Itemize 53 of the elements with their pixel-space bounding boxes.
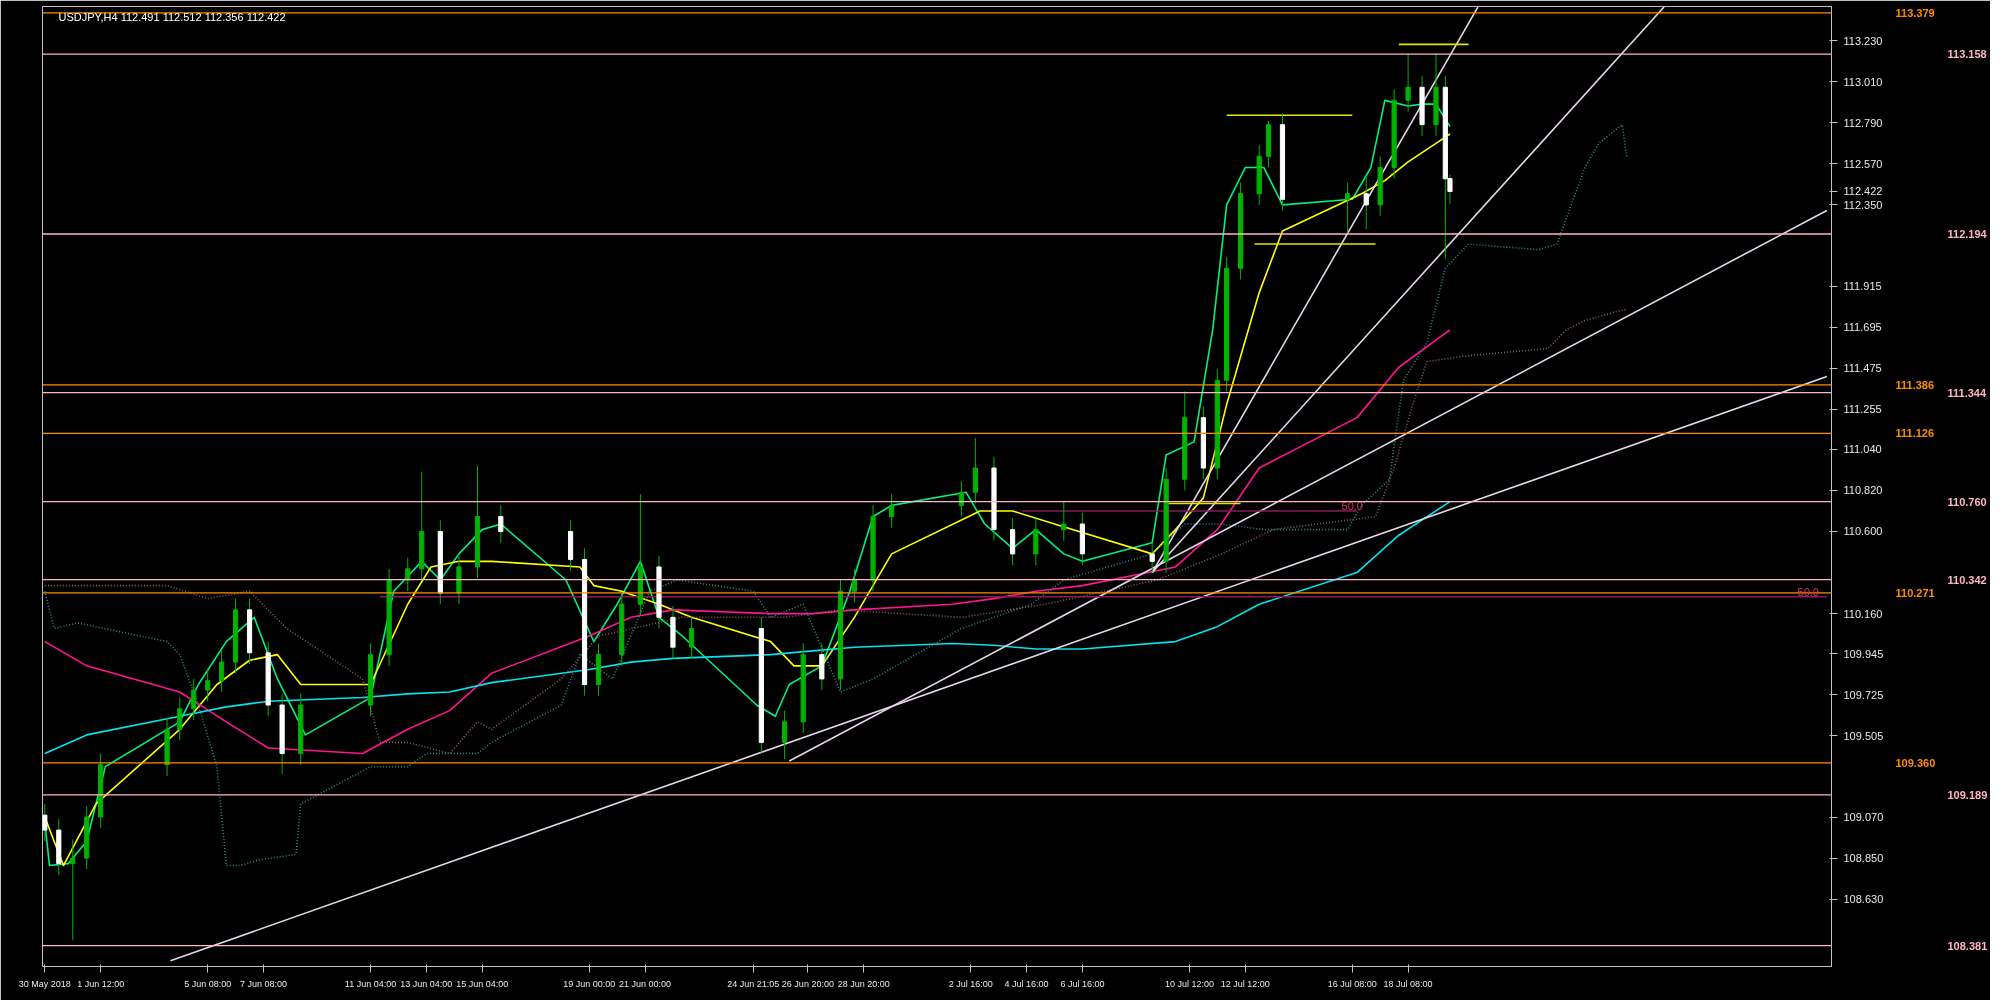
x-tick-label: 15 Jun 04:00 bbox=[456, 978, 509, 989]
x-tick-label: 19 Jun 00:00 bbox=[563, 978, 616, 989]
x-tick-label: 7 Jun 08:00 bbox=[239, 978, 288, 989]
ref-line-label: 111.386 bbox=[1895, 378, 1935, 391]
x-tick-label: 18 Jul 08:00 bbox=[1383, 978, 1433, 989]
ref-line-label: 110.760 bbox=[1947, 495, 1987, 508]
y-tick-label: 109.945 bbox=[1843, 647, 1884, 660]
y-tick-label: 113.010 bbox=[1843, 75, 1883, 88]
x-tick-label: 4 Jul 16:00 bbox=[1004, 978, 1049, 989]
x-tick-label: 6 Jul 16:00 bbox=[1060, 978, 1105, 989]
ref-line-label: 109.189 bbox=[1947, 788, 1988, 801]
y-tick-label: 111.040 bbox=[1843, 443, 1882, 456]
x-tick-label: 21 Jun 00:00 bbox=[619, 978, 672, 989]
x-tick-label: 16 Jul 08:00 bbox=[1327, 978, 1377, 989]
x-tick-label: 5 Jun 08:00 bbox=[184, 978, 232, 989]
y-tick-label: 112.790 bbox=[1843, 116, 1883, 129]
y-tick-label: 108.630 bbox=[1843, 893, 1884, 906]
y-tick-label: 108.850 bbox=[1843, 852, 1884, 865]
y-tick-label: 111.695 bbox=[1843, 321, 1882, 334]
ref-line-label: 111.126 bbox=[1895, 427, 1935, 440]
x-tick-label: 30 May 2018 bbox=[18, 978, 71, 989]
y-tick-label: 112.570 bbox=[1843, 157, 1883, 170]
y-tick-label: 110.600 bbox=[1843, 525, 1883, 538]
y-tick-label: 110.160 bbox=[1843, 607, 1883, 620]
y-tick-label: 109.070 bbox=[1843, 811, 1884, 824]
ref-line-label: 113.379 bbox=[1895, 6, 1935, 19]
y-tick-label: 112.422 bbox=[1843, 185, 1883, 198]
ref-line-label: 112.194 bbox=[1947, 228, 1988, 240]
y-tick-label: 111.255 bbox=[1843, 403, 1882, 416]
y-tick-label: 109.725 bbox=[1843, 688, 1884, 701]
annotation: 50.0 bbox=[1341, 499, 1363, 512]
ref-line-label: 111.344 bbox=[1947, 386, 1987, 399]
x-tick-label: 26 Jun 20:00 bbox=[781, 978, 834, 989]
y-tick-label: 109.505 bbox=[1843, 729, 1884, 742]
ref-line-label: 110.342 bbox=[1947, 573, 1987, 586]
x-tick-label: 12 Jul 12:00 bbox=[1220, 978, 1270, 989]
y-tick-label: 111.915 bbox=[1843, 280, 1882, 293]
x-tick-label: 28 Jun 20:00 bbox=[837, 978, 890, 989]
y-tick-label: 113.230 bbox=[1843, 34, 1883, 47]
y-tick-label: 110.820 bbox=[1843, 484, 1883, 497]
x-tick-label: 1 Jun 12:00 bbox=[77, 978, 125, 989]
ref-line-label: 113.158 bbox=[1947, 48, 1987, 61]
y-tick-label: 111.475 bbox=[1843, 362, 1882, 375]
x-tick-label: 2 Jul 16:00 bbox=[948, 978, 993, 989]
x-tick-label: 24 Jun 21:05 bbox=[727, 978, 780, 989]
ref-line-label: 109.360 bbox=[1895, 756, 1936, 769]
chart-title: USDJPY,H4 112.491 112.512 112.356 112.422 bbox=[58, 10, 286, 23]
x-tick-label: 13 Jun 04:00 bbox=[400, 978, 453, 989]
ref-line-label: 108.381 bbox=[1947, 939, 1988, 952]
ref-line-label: 110.271 bbox=[1895, 586, 1935, 599]
x-tick-label: 11 Jun 04:00 bbox=[344, 978, 397, 989]
y-tick-label: 112.350 bbox=[1843, 198, 1883, 211]
x-tick-label: 10 Jul 12:00 bbox=[1164, 978, 1214, 989]
